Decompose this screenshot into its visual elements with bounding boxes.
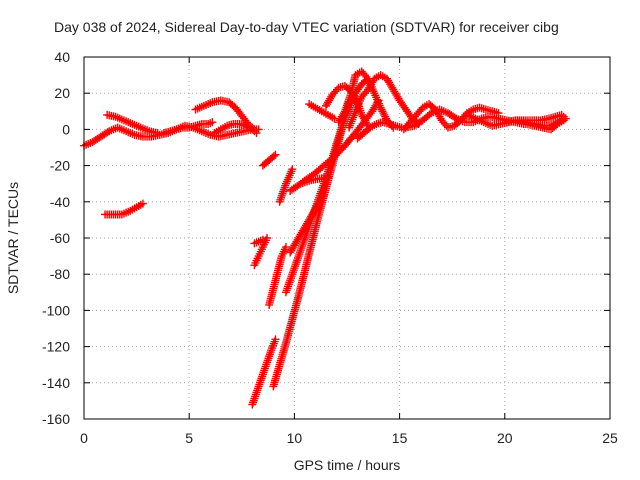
data-point	[271, 150, 280, 159]
series-arc5	[210, 119, 261, 138]
y-tick-label: 20	[54, 85, 70, 101]
y-tick-label: -140	[42, 375, 70, 391]
x-tick-labels: 0 5 10 15 20 25	[80, 430, 618, 446]
data-point	[263, 234, 272, 242]
series-arc27	[521, 116, 568, 134]
series-arc16	[286, 174, 333, 195]
y-tick-label: 0	[62, 121, 70, 137]
series-arc14	[281, 74, 373, 297]
y-tick-label: -160	[42, 411, 70, 427]
data-point	[380, 110, 389, 119]
data-point	[138, 199, 147, 208]
data-point	[208, 118, 217, 127]
x-axis-label: GPS time / hours	[294, 457, 401, 473]
data-point	[379, 109, 388, 118]
data-point	[318, 192, 327, 201]
y-tick-label: 40	[54, 49, 70, 65]
x-tick-label: 10	[287, 430, 303, 446]
y-tick-label: -120	[42, 339, 70, 355]
data-point	[271, 335, 280, 344]
data-point	[281, 243, 290, 252]
series-arc10	[265, 243, 290, 309]
x-tick-label: 15	[392, 430, 408, 446]
y-tick-label: -60	[50, 230, 70, 246]
series-arc3	[159, 118, 217, 138]
series-arc22	[353, 118, 406, 143]
data-point	[319, 190, 328, 199]
data-point	[376, 103, 385, 112]
plot-frame	[83, 56, 611, 420]
series-arc12	[248, 335, 280, 409]
y-tick-label: -20	[50, 158, 70, 174]
data-point	[269, 152, 278, 161]
y-tick-label: -100	[42, 302, 70, 318]
series-arc9	[258, 150, 280, 170]
y-axis-label: SDTVAR / TECUs	[5, 182, 21, 294]
data-point	[377, 105, 386, 114]
data-point	[378, 107, 387, 116]
x-tick-label: 5	[185, 430, 193, 446]
y-tick-label: -40	[50, 194, 70, 210]
x-tick-label: 0	[80, 430, 88, 446]
series-arc4	[191, 96, 257, 132]
chart-title: Day 038 of 2024, Sidereal Day-to-day VTE…	[54, 19, 559, 35]
series-arc11	[275, 165, 297, 206]
data-point	[339, 109, 348, 118]
x-tick-label: 20	[497, 430, 513, 446]
data-points	[80, 67, 570, 409]
data-point	[288, 165, 297, 174]
y-tick-labels: -160 -140 -120 -100 -80 -60 -40 -20 0 20 40	[42, 49, 70, 427]
data-point	[252, 129, 261, 138]
series-arc8	[250, 234, 272, 270]
x-tick-label: 25	[602, 430, 618, 446]
y-tick-label: -80	[50, 266, 70, 282]
data-point	[559, 116, 568, 125]
series-arc2	[103, 110, 162, 138]
data-point	[324, 174, 333, 183]
series-arc15	[286, 190, 328, 257]
series-arc18	[305, 100, 339, 123]
series-arc21	[345, 71, 423, 132]
series-arc6	[101, 199, 147, 219]
